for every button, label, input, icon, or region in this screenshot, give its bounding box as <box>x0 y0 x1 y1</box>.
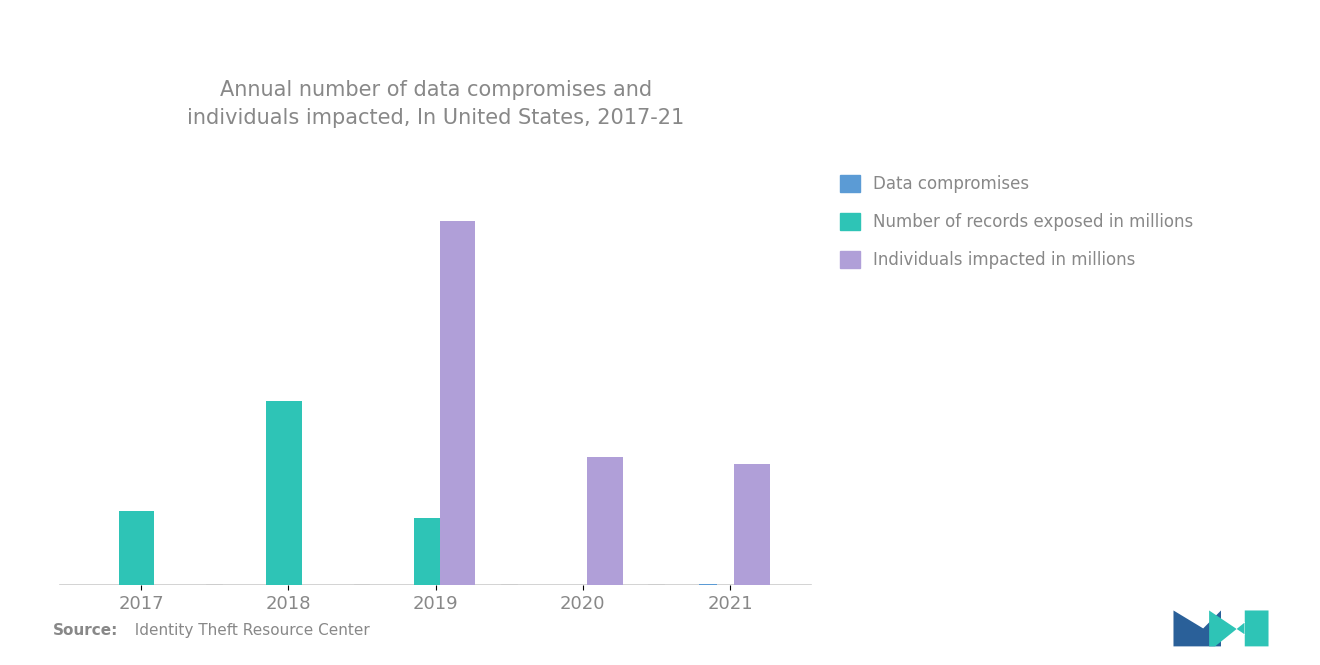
Legend: Data compromises, Number of records exposed in millions, Individuals impacted in: Data compromises, Number of records expo… <box>840 175 1193 269</box>
Text: Source:: Source: <box>53 623 119 638</box>
Bar <box>440 221 475 585</box>
Bar <box>734 464 770 585</box>
Bar <box>587 458 623 585</box>
Bar <box>119 511 154 585</box>
Bar <box>413 517 449 585</box>
Text: Identity Theft Resource Center: Identity Theft Resource Center <box>125 623 370 638</box>
Bar <box>267 401 302 585</box>
Text: Annual number of data compromises and
individuals impacted, In United States, 20: Annual number of data compromises and in… <box>187 80 684 128</box>
